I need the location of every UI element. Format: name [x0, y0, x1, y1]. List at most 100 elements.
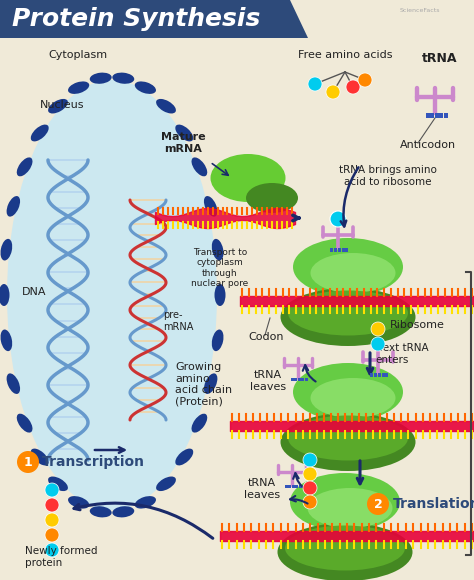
Bar [294, 378, 297, 381]
Ellipse shape [288, 291, 408, 335]
Ellipse shape [293, 363, 403, 421]
Bar [299, 485, 302, 488]
Ellipse shape [48, 99, 68, 114]
Text: Ribosome: Ribosome [390, 320, 445, 330]
Ellipse shape [310, 378, 395, 418]
Circle shape [45, 498, 59, 512]
Ellipse shape [156, 477, 176, 491]
Circle shape [303, 467, 317, 481]
Text: Protein Synthesis: Protein Synthesis [12, 7, 260, 31]
Ellipse shape [281, 413, 416, 471]
Text: Newly formed
protein: Newly formed protein [25, 546, 98, 568]
Bar [338, 248, 341, 252]
Ellipse shape [308, 488, 392, 528]
Polygon shape [0, 0, 308, 38]
Bar [289, 485, 292, 488]
Text: 1: 1 [24, 455, 32, 469]
Ellipse shape [0, 284, 9, 306]
Ellipse shape [0, 239, 12, 260]
Circle shape [303, 481, 317, 495]
Bar [371, 373, 374, 377]
Bar [301, 378, 304, 381]
Ellipse shape [175, 125, 193, 142]
Ellipse shape [112, 506, 134, 517]
Ellipse shape [68, 496, 89, 509]
Ellipse shape [281, 288, 416, 346]
Text: 2: 2 [374, 498, 383, 510]
Text: Transcription: Transcription [42, 455, 145, 469]
Text: Growing
amino
acid chain
(Protein): Growing amino acid chain (Protein) [175, 362, 232, 407]
Ellipse shape [212, 239, 223, 260]
Circle shape [371, 322, 385, 336]
Ellipse shape [310, 253, 395, 293]
Ellipse shape [175, 448, 193, 465]
Text: pre-
mRNA: pre- mRNA [163, 310, 193, 332]
Bar [334, 248, 337, 252]
Ellipse shape [290, 473, 400, 531]
Ellipse shape [135, 496, 156, 509]
Ellipse shape [285, 525, 405, 571]
Ellipse shape [31, 125, 49, 142]
Circle shape [358, 73, 372, 87]
Bar [346, 248, 348, 252]
Ellipse shape [17, 157, 33, 176]
Bar [285, 485, 288, 488]
Text: tRNA
leaves: tRNA leaves [250, 371, 286, 392]
Circle shape [45, 483, 59, 497]
Ellipse shape [210, 154, 285, 202]
Ellipse shape [7, 374, 20, 394]
Text: Mature
mRNA: Mature mRNA [161, 132, 205, 154]
Text: Codon: Codon [248, 332, 283, 342]
Bar [330, 248, 334, 252]
Circle shape [326, 85, 340, 99]
Bar [439, 113, 443, 118]
Ellipse shape [277, 523, 412, 580]
Bar [298, 378, 301, 381]
Ellipse shape [288, 415, 408, 461]
Ellipse shape [31, 448, 49, 465]
Bar [342, 248, 345, 252]
Bar [291, 378, 294, 381]
Ellipse shape [7, 80, 217, 510]
Circle shape [45, 513, 59, 527]
Bar [305, 378, 308, 381]
Bar [426, 113, 429, 118]
Ellipse shape [17, 414, 33, 433]
Bar [430, 113, 434, 118]
Circle shape [303, 453, 317, 467]
Bar [292, 485, 295, 488]
Ellipse shape [293, 238, 403, 296]
Circle shape [17, 451, 39, 473]
Bar [295, 485, 298, 488]
Ellipse shape [191, 157, 207, 176]
Bar [435, 113, 438, 118]
Text: ScienceFacts: ScienceFacts [400, 8, 440, 13]
Text: Next tRNA
enters: Next tRNA enters [375, 343, 428, 365]
Ellipse shape [7, 196, 20, 216]
Text: Translation: Translation [393, 497, 474, 511]
Text: tRNA: tRNA [422, 52, 458, 65]
Ellipse shape [191, 414, 207, 433]
Ellipse shape [90, 506, 112, 517]
Ellipse shape [204, 374, 218, 394]
Ellipse shape [48, 477, 68, 491]
Circle shape [308, 77, 322, 91]
Ellipse shape [215, 284, 226, 306]
Bar [378, 373, 381, 377]
Ellipse shape [112, 72, 134, 84]
Text: Transport to
cytoplasm
through
nuclear pore: Transport to cytoplasm through nuclear p… [191, 248, 249, 288]
Text: Anticodon: Anticodon [400, 140, 456, 150]
Ellipse shape [135, 81, 156, 94]
Bar [382, 373, 385, 377]
Ellipse shape [204, 196, 218, 216]
Circle shape [346, 80, 360, 94]
Circle shape [371, 337, 385, 351]
Text: tRNA brings amino
acid to ribosome: tRNA brings amino acid to ribosome [339, 165, 437, 187]
Text: Free amino acids: Free amino acids [298, 50, 392, 60]
Ellipse shape [0, 329, 12, 351]
Bar [374, 373, 377, 377]
Ellipse shape [212, 329, 223, 351]
Circle shape [45, 528, 59, 542]
Circle shape [45, 543, 59, 557]
Text: Cytoplasm: Cytoplasm [48, 50, 107, 60]
